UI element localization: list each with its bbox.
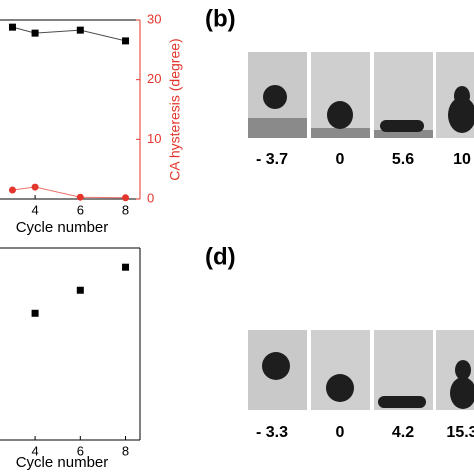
photo-base	[248, 118, 307, 138]
data-point	[76, 26, 84, 34]
image-caption: 0	[336, 151, 345, 168]
panel-label: (d)	[205, 243, 236, 270]
data-point	[122, 37, 130, 45]
x-tick-label: 8	[122, 443, 129, 458]
data-point	[76, 193, 84, 201]
x-tick-label: 8	[122, 202, 129, 217]
photo-base	[311, 128, 370, 138]
x-tick-label: 4	[31, 443, 38, 458]
droplet	[448, 97, 474, 133]
data-point	[31, 183, 39, 191]
data-point	[76, 286, 84, 294]
x-tick-label: 4	[31, 202, 38, 217]
y2-tick-label: 20	[147, 71, 161, 86]
y2-tick-label: 0	[147, 190, 154, 205]
series-line	[12, 26, 126, 42]
x-axis-label: Cycle number	[16, 454, 109, 471]
y2-axis-label: CA hysteresis (degree)	[167, 38, 183, 180]
image-caption: 15.3	[446, 424, 474, 441]
droplet	[326, 374, 354, 402]
image-caption: 4.2	[392, 424, 414, 441]
droplet	[263, 85, 287, 109]
panel-label: (b)	[205, 5, 236, 32]
photo-base	[374, 130, 433, 138]
x-axis-label: Cycle number	[16, 219, 109, 236]
data-point	[122, 263, 130, 271]
image-caption: 5.6	[392, 151, 414, 168]
data-point	[31, 29, 39, 37]
droplet	[455, 360, 471, 380]
image-caption: - 3.3	[256, 424, 288, 441]
image-caption: - 3.7	[256, 151, 288, 168]
droplet	[454, 86, 470, 106]
y2-tick-label: 10	[147, 131, 161, 146]
data-point	[8, 23, 16, 31]
y2-tick-label: 30	[147, 11, 161, 26]
image-strip-b	[248, 52, 474, 138]
data-point	[8, 186, 16, 194]
image-caption: 10	[453, 151, 471, 168]
x-tick-label: 6	[77, 202, 84, 217]
data-point	[31, 309, 39, 317]
x-tick-label: 6	[77, 443, 84, 458]
data-point	[122, 194, 130, 202]
droplet	[327, 101, 353, 129]
series-line	[12, 186, 126, 199]
droplet	[262, 352, 290, 380]
droplet	[378, 396, 426, 408]
image-caption: 0	[336, 424, 345, 441]
image-strip-d	[248, 330, 474, 410]
droplet	[450, 377, 474, 409]
droplet	[380, 120, 424, 132]
